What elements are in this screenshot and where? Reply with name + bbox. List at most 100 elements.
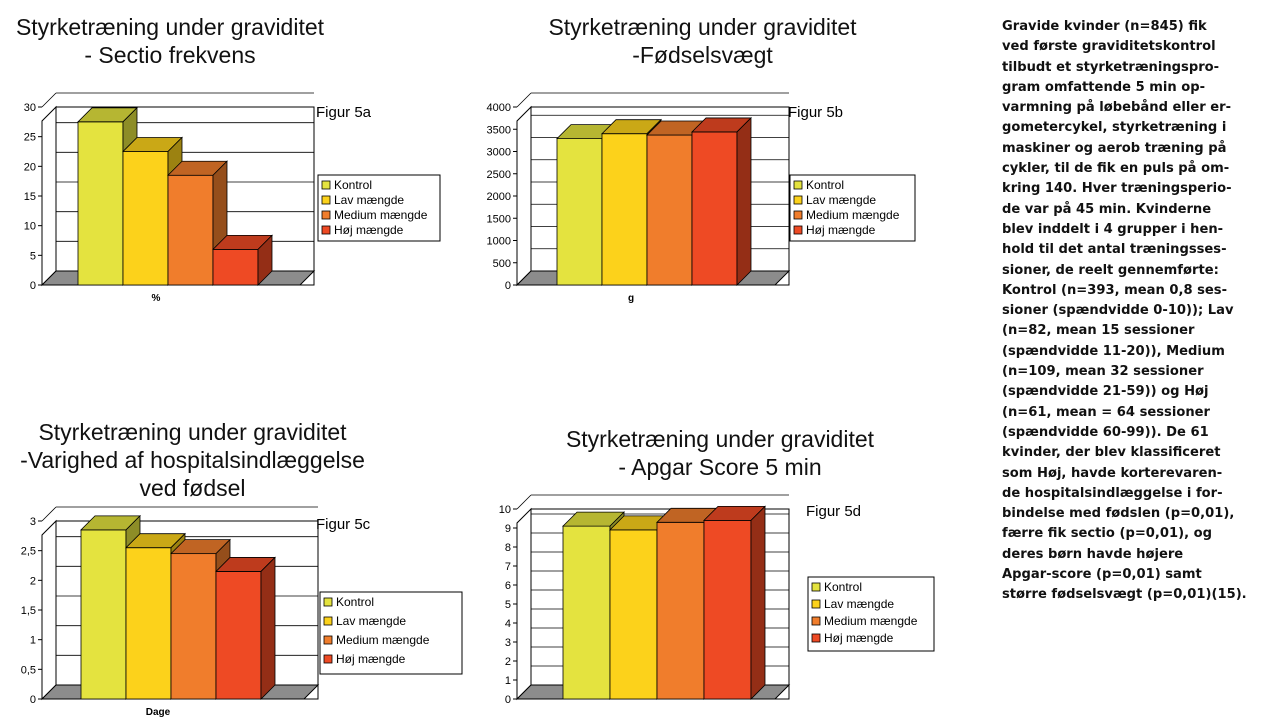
y-tick-label: 9 — [505, 523, 511, 535]
legend-label: Medium mængde — [336, 633, 430, 647]
figure-label: Figur 5d — [806, 503, 861, 520]
legend-swatch — [793, 210, 803, 220]
legend-swatch — [323, 616, 333, 626]
bar-2 — [601, 133, 648, 286]
y-tick-label: 7 — [505, 561, 511, 573]
y-tick-label: 2 — [30, 575, 36, 587]
legend-swatch — [321, 195, 331, 205]
y-tick-label: 5 — [505, 599, 511, 611]
y-tick-label: 1 — [505, 675, 511, 687]
bar-chart-5c: 0 0,5 1 1,5 2 2,5 3 Dage Figur 5c Kontrol Lav mæng… — [21, 506, 463, 718]
y-tick-label: 0,5 — [21, 664, 36, 676]
y-tick-label: 5 — [30, 250, 36, 262]
y-tick-label: 2500 — [487, 169, 511, 181]
legend-label: Lav mængde — [806, 193, 876, 207]
bar-4 — [212, 248, 259, 286]
y-tick-label: 10 — [499, 504, 511, 516]
legend-label: Medium mængde — [806, 208, 900, 222]
y-tick-label: 0 — [505, 694, 511, 706]
grid-line — [516, 494, 532, 510]
bar-chart-5b: 0 500 1000 1500 2000 2500 3000 3500 4000 g Figur 5… — [487, 92, 916, 304]
bar-2 — [122, 151, 169, 286]
bar-side-4 — [736, 116, 752, 286]
y-tick-label: 0 — [30, 694, 36, 706]
y-tick-label: 2,5 — [21, 546, 36, 558]
y-tick-label: 10 — [24, 221, 36, 233]
y-tick-label: 4 — [505, 618, 511, 630]
figure-label: Figur 5c — [316, 516, 371, 533]
legend-label: Høj mængde — [336, 652, 406, 666]
y-tick-label: 2 — [505, 656, 511, 668]
bar-1 — [77, 121, 124, 286]
bar-2 — [125, 547, 172, 700]
bar-1 — [556, 138, 603, 286]
chart-title: Styrketræning under graviditet - Apgar S… — [565, 426, 875, 480]
legend-label: Kontrol — [806, 178, 844, 192]
bar-side-4 — [260, 556, 276, 700]
legend-swatch — [321, 210, 331, 220]
y-tick-label: 2000 — [487, 191, 511, 203]
legend-label: Lav mængde — [824, 597, 894, 611]
y-tick-label: 6 — [505, 580, 511, 592]
plot-side-wall — [516, 507, 532, 701]
bar-1 — [80, 529, 127, 700]
legend-swatch — [811, 599, 821, 609]
x-axis-label: % — [152, 293, 161, 304]
legend-swatch — [811, 582, 821, 592]
y-tick-label: 0 — [505, 280, 511, 292]
legend-box — [789, 174, 916, 242]
legend-label: Høj mængde — [806, 223, 876, 237]
y-tick-label: 3000 — [487, 147, 511, 159]
y-tick-label: 3 — [30, 516, 36, 528]
y-tick-label: 20 — [24, 161, 36, 173]
legend-swatch — [793, 180, 803, 190]
bar-3 — [170, 553, 217, 700]
bar-chart-5d: 0 1 2 3 4 5 6 7 8 9 10 Figur 5d Kontrol Lav mængde Med… — [499, 494, 935, 706]
figure-label: Figur 5b — [788, 104, 843, 121]
legend-swatch — [793, 195, 803, 205]
legend-swatch — [321, 180, 331, 190]
grid-line — [41, 506, 57, 522]
chart-title: Styrketræning under graviditet -Varighed… — [20, 419, 365, 501]
bar-3 — [656, 521, 705, 700]
x-axis-label: g — [628, 293, 634, 304]
y-tick-label: 15 — [24, 191, 36, 203]
y-tick-label: 0 — [30, 280, 36, 292]
legend-box — [317, 174, 441, 242]
legend-label: Lav mængde — [336, 614, 406, 628]
legend-box — [319, 591, 463, 675]
legend-label: Lav mængde — [334, 193, 404, 207]
grid-line — [41, 92, 57, 108]
bar-side-4 — [257, 234, 273, 286]
y-tick-label: 3 — [505, 637, 511, 649]
y-tick-label: 30 — [24, 102, 36, 114]
y-tick-label: 4000 — [487, 102, 511, 114]
legend-swatch — [323, 597, 333, 607]
legend-label: Medium mængde — [824, 614, 918, 628]
bar-side-4 — [750, 505, 766, 700]
bar-3 — [646, 134, 693, 286]
legend-label: Kontrol — [334, 178, 372, 192]
legend-swatch — [793, 225, 803, 235]
legend-label: Høj mængde — [824, 631, 894, 645]
legend-swatch — [323, 635, 333, 645]
bar-2 — [609, 529, 658, 700]
figure-label: Figur 5a — [316, 104, 372, 121]
bar-4 — [703, 519, 752, 700]
chart-title: Styrketræning under graviditet -Fødselsv… — [548, 14, 857, 68]
legend-label: Medium mængde — [334, 208, 428, 222]
bar-4 — [691, 131, 738, 286]
legend-label: Kontrol — [336, 595, 374, 609]
bar-4 — [215, 571, 262, 700]
legend-swatch — [321, 225, 331, 235]
legend-label: Kontrol — [824, 580, 862, 594]
y-tick-label: 3500 — [487, 124, 511, 136]
description-text: Gravide kvinder (n=845) fik ved første g… — [1002, 19, 1247, 603]
plot-side-wall — [41, 519, 57, 701]
bar-1 — [562, 525, 611, 700]
y-tick-label: 8 — [505, 542, 511, 554]
legend-box — [807, 576, 935, 652]
y-tick-label: 500 — [493, 258, 511, 270]
y-tick-label: 1000 — [487, 236, 511, 248]
